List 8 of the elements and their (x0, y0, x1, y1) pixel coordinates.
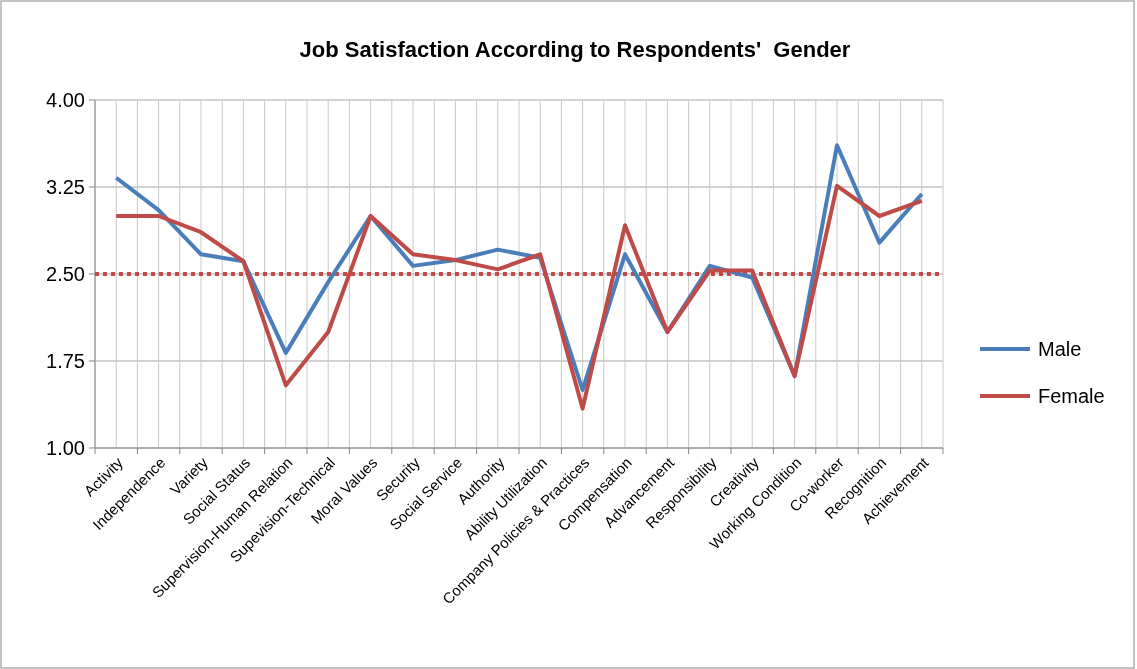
y-tick-label: 4.00 (46, 89, 85, 111)
legend-label: Female (1038, 385, 1105, 407)
y-tick-label: 1.00 (46, 437, 85, 459)
y-tick-label: 2.50 (46, 263, 85, 285)
legend-label: Male (1038, 338, 1082, 360)
y-tick-label: 1.75 (46, 350, 85, 372)
chart-title: Job Satisfaction According to Respondents' Gender (299, 37, 851, 62)
y-tick-label: 3.25 (46, 176, 85, 198)
